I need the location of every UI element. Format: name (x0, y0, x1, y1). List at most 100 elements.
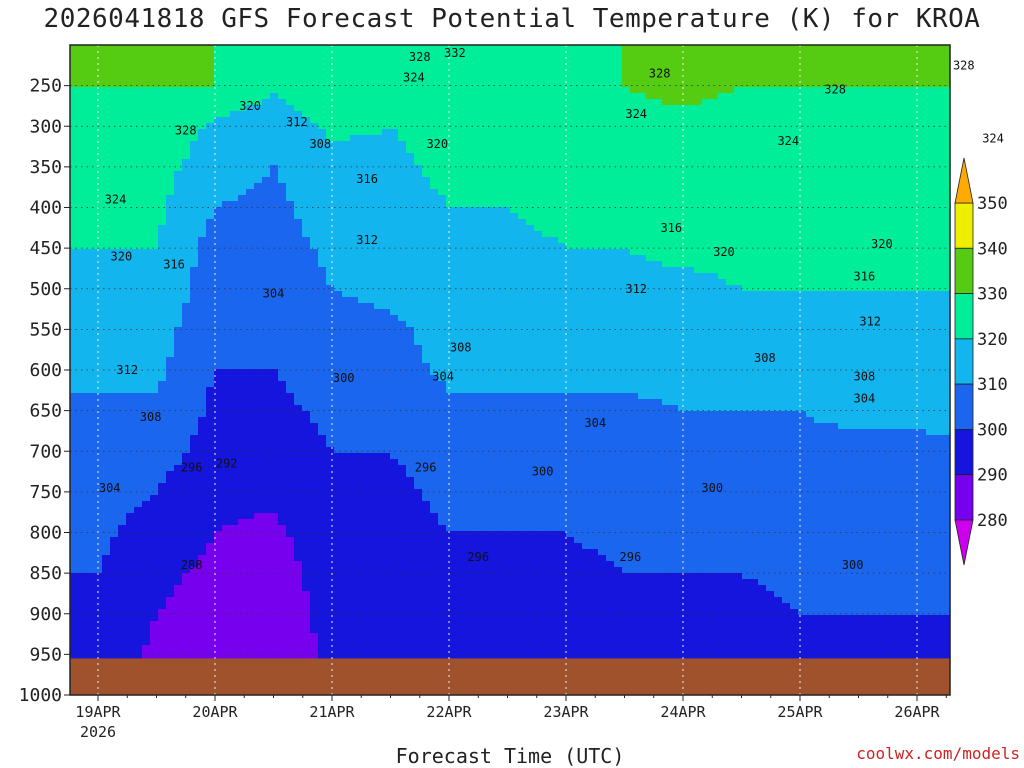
heatmap-cell (350, 549, 359, 556)
heatmap-cell (398, 51, 407, 58)
heatmap-cell (374, 309, 383, 316)
heatmap-cell (110, 633, 119, 640)
heatmap-cell (294, 411, 303, 418)
heatmap-cell (286, 333, 295, 340)
heatmap-cell (86, 297, 95, 304)
heatmap-cell (102, 555, 111, 562)
heatmap-cell (350, 171, 359, 178)
heatmap-cell (310, 483, 319, 490)
heatmap-cell (454, 171, 463, 178)
heatmap-cell (254, 345, 263, 352)
heatmap-cell (350, 633, 359, 640)
heatmap-cell (174, 183, 183, 190)
heatmap-cell (94, 147, 103, 154)
heatmap-cell (406, 363, 415, 370)
heatmap-cell (334, 195, 343, 202)
heatmap-cell (78, 117, 87, 124)
heatmap-cell (398, 159, 407, 166)
heatmap-cell (350, 405, 359, 412)
heatmap-cell (390, 261, 399, 268)
heatmap-cell (382, 171, 391, 178)
heatmap-cell (150, 327, 159, 334)
heatmap-cell (222, 507, 231, 514)
heatmap-cell (406, 501, 415, 508)
heatmap-cell (422, 603, 431, 610)
heatmap-cell (166, 351, 175, 358)
heatmap-cell (334, 537, 343, 544)
heatmap-cell (94, 105, 103, 112)
heatmap-cell (262, 579, 271, 586)
heatmap-cell (334, 375, 343, 382)
heatmap-cell (286, 387, 295, 394)
heatmap-cell (110, 237, 119, 244)
heatmap-cell (438, 651, 447, 658)
heatmap-cell (126, 579, 135, 586)
heatmap-cell (446, 453, 455, 460)
heatmap-cell (318, 459, 327, 466)
heatmap-cell (198, 381, 207, 388)
heatmap-cell (230, 429, 239, 436)
heatmap-cell (270, 543, 279, 550)
heatmap-cell (126, 159, 135, 166)
heatmap-cell (278, 315, 287, 322)
heatmap-cell (206, 537, 215, 544)
heatmap-cell (126, 375, 135, 382)
heatmap-cell (302, 531, 311, 538)
heatmap-cell (446, 309, 455, 316)
heatmap-cell (454, 309, 463, 316)
heatmap-cell (230, 441, 239, 448)
heatmap-cell (286, 627, 295, 634)
heatmap-cell (414, 225, 423, 232)
heatmap-cell (206, 501, 215, 508)
heatmap-cell (430, 495, 439, 502)
heatmap-cell (366, 309, 375, 316)
heatmap-cell (94, 453, 103, 460)
heatmap-cell (158, 351, 167, 358)
heatmap-cell (422, 513, 431, 520)
heatmap-cell (342, 411, 351, 418)
heatmap-cell (182, 303, 191, 310)
heatmap-cell (70, 165, 79, 172)
heatmap-cell (310, 609, 319, 616)
heatmap-cell (374, 489, 383, 496)
heatmap-cell (294, 123, 303, 130)
heatmap-cell (382, 285, 391, 292)
heatmap-cell (302, 285, 311, 292)
heatmap-cell (246, 69, 255, 76)
heatmap-cell (102, 225, 111, 232)
heatmap-cell (142, 189, 151, 196)
heatmap-cell (254, 309, 263, 316)
heatmap-cell (398, 279, 407, 286)
heatmap-cell (278, 303, 287, 310)
heatmap-cell (102, 45, 111, 52)
heatmap-cell (438, 291, 447, 298)
heatmap-cell (278, 627, 287, 634)
heatmap-cell (382, 243, 391, 250)
heatmap-cell (94, 621, 103, 628)
heatmap-cell (246, 525, 255, 532)
heatmap-cell (94, 381, 103, 388)
heatmap-cell (342, 609, 351, 616)
heatmap-cell (318, 567, 327, 574)
heatmap-cell (78, 153, 87, 160)
heatmap-cell (238, 93, 247, 100)
heatmap-cell (326, 489, 335, 496)
heatmap-cell (382, 621, 391, 628)
heatmap-cell (238, 417, 247, 424)
heatmap-cell (294, 159, 303, 166)
heatmap-cell (430, 57, 439, 64)
heatmap-cell (390, 501, 399, 508)
heatmap-cell (94, 213, 103, 220)
heatmap-cell (190, 297, 199, 304)
heatmap-cell (222, 591, 231, 598)
heatmap-cell (134, 495, 143, 502)
heatmap-cell (246, 339, 255, 346)
heatmap-cell (454, 285, 463, 292)
heatmap-cell (110, 357, 119, 364)
heatmap-cell (142, 363, 151, 370)
heatmap-cell (438, 267, 447, 274)
heatmap-cell (70, 303, 79, 310)
heatmap-cell (374, 405, 383, 412)
heatmap-cell (342, 291, 351, 298)
heatmap-cell (166, 429, 175, 436)
